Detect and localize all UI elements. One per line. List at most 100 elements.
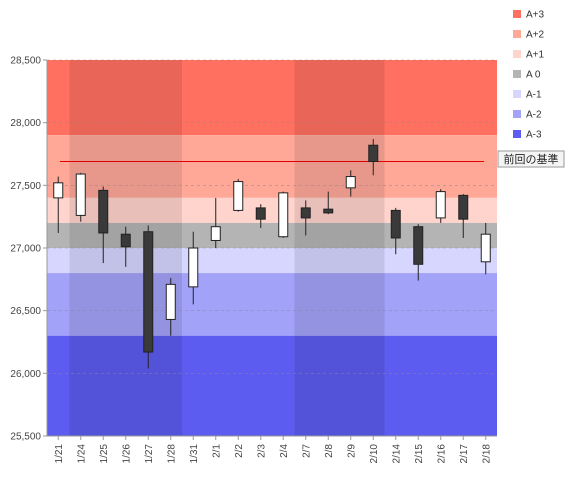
x-tick-label: 2/2	[234, 444, 245, 458]
x-tick-label: 2/1	[211, 444, 222, 458]
candle-body-down	[300, 207, 311, 219]
legend-swatch	[513, 110, 521, 118]
candle-1/26	[120, 226, 131, 267]
candle-2/4	[278, 191, 289, 238]
x-tick-label: 1/31	[189, 444, 200, 464]
candle-2/10	[368, 138, 379, 176]
candle-body-down	[413, 226, 424, 265]
x-tick-label: 1/26	[121, 444, 132, 464]
band-2	[47, 197, 497, 223]
candle-2/18	[480, 222, 491, 275]
candle-1/25	[98, 186, 109, 264]
legend-swatch	[513, 50, 521, 58]
candle-1/21	[53, 176, 64, 233]
x-tick-label: 2/16	[436, 444, 447, 464]
week-shade-1	[294, 60, 385, 436]
legend-label: A-1	[526, 90, 542, 101]
candle-2/9	[345, 170, 356, 197]
candle-body-down	[98, 189, 109, 234]
candle-1/31	[188, 231, 199, 305]
legend-item-4: A-1	[513, 90, 542, 101]
candle-2/15	[413, 224, 424, 281]
x-tick-label: 2/8	[324, 444, 335, 458]
candle-2/8	[323, 191, 334, 215]
legend-item-1: A+2	[513, 30, 545, 41]
candle-layer	[53, 138, 491, 369]
axis-layer: 25,500 26,000 26,500 27,000 27,500 28,000 28,5…	[10, 56, 497, 464]
y-tick-label: 27,500	[10, 181, 41, 192]
y-tick-label: 26,000	[10, 369, 41, 380]
candle-2/7	[300, 200, 311, 236]
legend-item-5: A-2	[513, 110, 542, 121]
legend-label: A-3	[526, 130, 542, 141]
candle-body-down	[143, 231, 154, 353]
legend-item-3: A 0	[513, 70, 541, 81]
y-tick-label: 27,000	[10, 244, 41, 255]
y-tick-label: 28,500	[10, 56, 41, 67]
legend-label: A+3	[526, 10, 545, 21]
x-tick-label: 2/17	[459, 444, 470, 464]
band-5	[47, 273, 497, 336]
x-tick-label: 2/3	[256, 444, 267, 458]
band-6	[47, 335, 497, 436]
legend-label: A+2	[526, 30, 545, 41]
band-1	[47, 135, 497, 198]
x-tick-label: 2/9	[346, 444, 357, 458]
x-tick-label: 2/4	[279, 444, 290, 458]
candle-body-down	[368, 144, 379, 163]
candle-1/27	[143, 225, 154, 369]
candle-2/2	[233, 179, 244, 212]
legend-swatch	[513, 70, 521, 78]
legend-swatch	[513, 10, 521, 18]
legend-swatch	[513, 130, 521, 138]
y-tick-label: 26,500	[10, 306, 41, 317]
candle-1/28	[165, 278, 176, 336]
x-tick-label: 1/24	[76, 444, 87, 464]
legend-item-2: A+1	[513, 50, 545, 61]
candle-body-down	[255, 207, 266, 220]
legend-item-6: A-3	[513, 130, 542, 141]
candle-body-up	[210, 226, 221, 241]
x-tick-label: 1/28	[166, 444, 177, 464]
candle-body-up	[278, 192, 289, 238]
candle-2/14	[390, 207, 401, 255]
candle-body-down	[390, 209, 401, 239]
candle-2/17	[458, 194, 469, 238]
reference-layer: 前回の基準	[60, 150, 565, 168]
candle-2/16	[435, 189, 446, 223]
candle-2/1	[210, 197, 221, 248]
candle-body-down	[323, 208, 334, 214]
x-tick-label: 2/10	[369, 444, 380, 464]
candle-body-up	[165, 283, 176, 320]
x-tick-label: 2/18	[481, 444, 492, 464]
x-tick-label: 1/25	[99, 444, 110, 464]
candle-body-up	[233, 181, 244, 211]
legend: A+3 A+2 A+1 A 0 A-1 A-2 A-3	[513, 10, 545, 141]
legend-item-0: A+3	[513, 10, 545, 21]
legend-label: A-2	[526, 110, 542, 121]
x-tick-label: 1/21	[54, 444, 65, 464]
candle-body-up	[188, 247, 199, 288]
candle-body-up	[345, 176, 356, 189]
y-tick-label: 25,500	[10, 432, 41, 443]
x-tick-label: 1/27	[144, 444, 155, 464]
y-tick-label: 28,000	[10, 118, 41, 129]
grid-layer	[47, 59, 497, 374]
candle-body-up	[53, 182, 64, 199]
legend-swatch	[513, 90, 521, 98]
candle-body-up	[435, 191, 446, 219]
x-tick-label: 2/15	[414, 444, 425, 464]
candle-2/3	[255, 204, 266, 228]
x-tick-label: 2/14	[391, 444, 402, 464]
legend-swatch	[513, 30, 521, 38]
candle-body-up	[480, 233, 491, 263]
x-tick-label: 2/7	[301, 444, 312, 458]
candle-1/24	[75, 172, 86, 222]
legend-label: A+1	[526, 50, 545, 61]
legend-label: A 0	[526, 70, 541, 81]
candle-body-down	[458, 194, 469, 220]
reference-callout-label: 前回の基準	[504, 152, 559, 166]
candle-body-up	[75, 173, 86, 216]
